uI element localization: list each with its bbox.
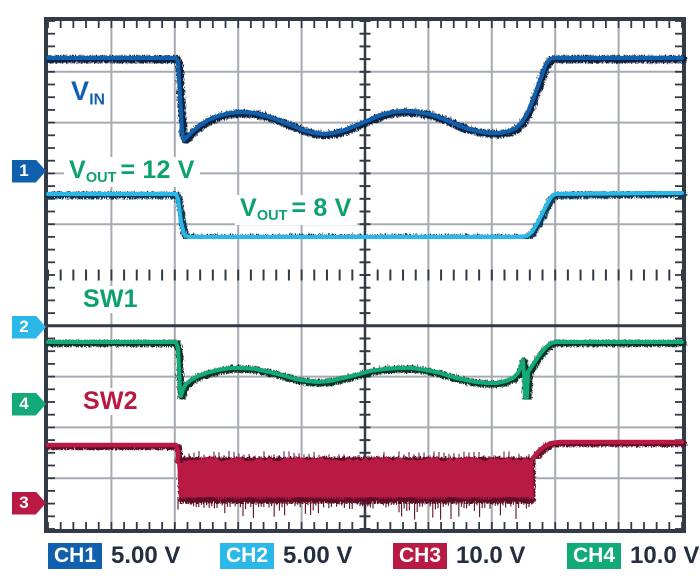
scope-plot — [44, 17, 686, 533]
